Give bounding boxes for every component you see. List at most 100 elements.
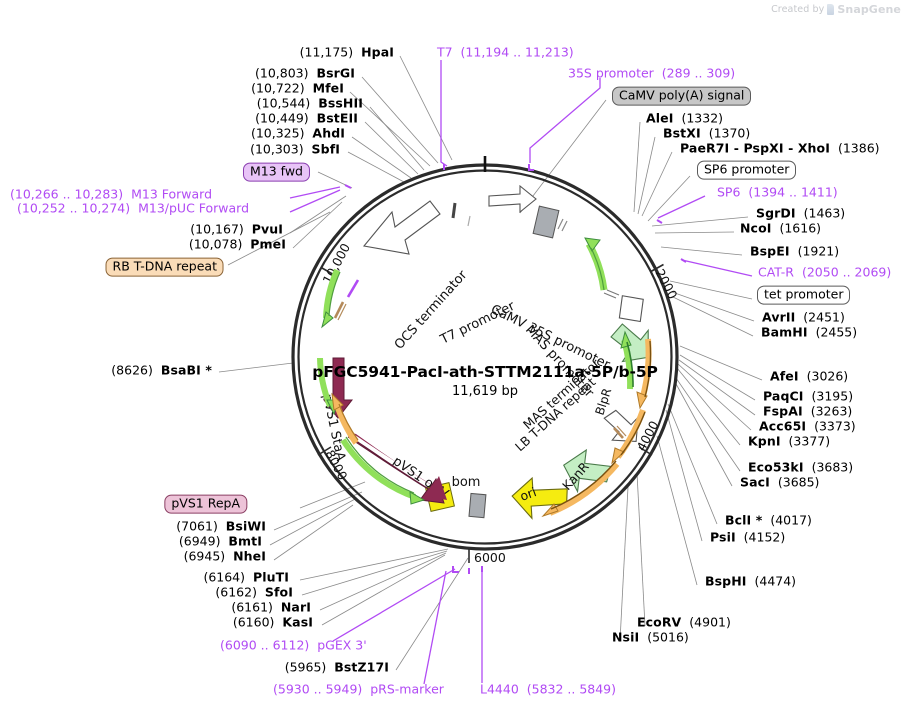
enzyme-label-nhei[interactable]: (6945) NheI	[184, 549, 266, 562]
feature-label-m13-fwd[interactable]: M13 fwd	[242, 162, 310, 182]
enzyme-label-pvui[interactable]: (10,167) PvuI	[190, 222, 283, 235]
enzyme-label-mfei[interactable]: (10,722) MfeI	[251, 81, 344, 94]
enzyme-name: BamHI	[761, 324, 808, 340]
enzyme-name: AfeI	[770, 368, 799, 384]
enzyme-label-ecorv[interactable]: EcoRV (4901)	[637, 615, 731, 628]
primer-leader-lines	[289, 60, 753, 685]
primer-range: (10,266 .. 10,283)	[10, 186, 124, 202]
plasmid-name: pFGC5941-PacI-ath-STTM2111a-5P/b-5P	[312, 363, 658, 381]
enzyme-name: BspHI	[705, 573, 747, 589]
enzyme-position: (2451)	[803, 309, 845, 325]
enzyme-name: BmtI	[228, 533, 262, 549]
enzyme-label-pmei[interactable]: (10,078) PmeI	[189, 237, 286, 250]
enzyme-label-bsiwi[interactable]: (7061) BsiWI	[176, 519, 266, 532]
primer-label-cat-r[interactable]: CAT-R (2050 .. 2069)	[758, 265, 891, 278]
enzyme-name: PaqCI	[763, 388, 804, 404]
enzyme-label-kpni[interactable]: KpnI (3377)	[748, 434, 830, 447]
primer-label-prs-marker[interactable]: (5930 .. 5949) pRS-marker	[273, 682, 444, 695]
enzyme-label-pluti[interactable]: (6164) PluTI	[203, 570, 289, 583]
enzyme-name: PmeI	[250, 236, 286, 252]
enzyme-label-bstz17i[interactable]: (5965) BstZ17I	[285, 660, 389, 673]
leader-lines	[218, 55, 763, 671]
plasmid-title-block: pFGC5941-PacI-ath-STTM2111a-5P/b-5P 11,6…	[312, 363, 658, 399]
enzyme-label-eco53ki[interactable]: Eco53kI (3683)	[748, 460, 853, 473]
enzyme-label-psii[interactable]: PsiI (4152)	[710, 530, 785, 543]
snapgene-watermark: Created by SnapGene	[771, 3, 901, 16]
primer-label-sp6[interactable]: SP6 (1394 .. 1411)	[717, 185, 838, 198]
enzyme-label-saci[interactable]: SacI (3685)	[740, 475, 819, 488]
enzyme-label-hpai[interactable]: (11,175) HpaI	[300, 45, 394, 58]
enzyme-label-paqci[interactable]: PaqCI (3195)	[763, 389, 853, 402]
primer-label-m13-forward[interactable]: (10,266 .. 10,283) M13 Forward	[10, 187, 212, 200]
enzyme-label-bsrgi[interactable]: (10,803) BsrGI	[255, 66, 355, 79]
feature-label-sp6-promoter[interactable]: SP6 promoter	[697, 160, 797, 180]
enzyme-name: BssHII	[318, 95, 363, 111]
plasmid-size: 11,619 bp	[451, 384, 519, 399]
enzyme-label-paer7i-pspxi-xhoi[interactable]: PaeR7I - PspXI - XhoI (1386)	[680, 141, 880, 154]
enzyme-label-acc65i[interactable]: Acc65I (3373)	[759, 419, 856, 432]
feature-label-pvs1-repa[interactable]: pVS1 RepA	[164, 494, 247, 514]
plasmid-backbone-inner	[297, 169, 673, 545]
enzyme-position: (1463)	[803, 205, 846, 221]
enzyme-name: BspEI	[750, 243, 790, 259]
enzyme-name: SbfI	[311, 141, 340, 157]
enzyme-label-bsphi[interactable]: BspHI (4474)	[705, 574, 796, 587]
enzyme-position: (8626)	[111, 362, 153, 378]
enzyme-position: (10,722)	[251, 80, 305, 96]
enzyme-label-bsabi[interactable]: (8626) BsaBI *	[111, 363, 212, 376]
primer-range: (10,252 .. 10,274)	[17, 200, 131, 216]
enzyme-position: (2455)	[815, 324, 858, 340]
enzyme-name: NarI	[280, 599, 311, 615]
primer-label-pgex-3prime[interactable]: (6090 .. 6112) pGEX 3'	[220, 638, 367, 651]
enzyme-label-avrii[interactable]: AvrII (2451)	[762, 310, 845, 323]
enzyme-label-nari[interactable]: (6161) NarI	[231, 600, 311, 613]
enzyme-name: BclI *	[725, 512, 763, 528]
enzyme-name: HpaI	[361, 44, 394, 60]
enzyme-name: SgrDI	[756, 205, 796, 221]
enzyme-label-bsteii[interactable]: (10,449) BstEII	[255, 111, 358, 124]
feature-label-tet-promoter[interactable]: tet promoter	[757, 285, 851, 305]
enzyme-position: (1386)	[837, 140, 880, 156]
primer-label-t7[interactable]: T7 (11,194 .. 11,213)	[437, 45, 574, 58]
enzyme-position: (10,803)	[255, 65, 309, 81]
feature-label-text: pVS1 RepA	[171, 495, 240, 511]
enzyme-label-sfoi[interactable]: (6162) SfoI	[215, 585, 293, 598]
primer-label-35s-promoter[interactable]: 35S promoter (289 .. 309)	[568, 66, 735, 79]
enzyme-label-afei[interactable]: AfeI (3026)	[770, 369, 848, 382]
enzyme-label-alei[interactable]: AleI (1332)	[646, 111, 723, 124]
enzyme-position: (7061)	[176, 518, 218, 534]
enzyme-name: BsaBI *	[160, 362, 212, 378]
primer-range: (289 .. 309)	[661, 65, 736, 81]
feature-ori: ori	[511, 476, 568, 520]
enzyme-label-bmti[interactable]: (6949) BmtI	[179, 534, 262, 547]
primer-label-m13-puc-forward[interactable]: (10,252 .. 10,274) M13/pUC Forward	[17, 201, 249, 214]
watermark-prefix: Created by	[771, 4, 825, 15]
primer-label-l4440[interactable]: L4440 (5832 .. 5849)	[480, 682, 616, 695]
enzyme-label-ahdi[interactable]: (10,325) AhdI	[251, 126, 345, 139]
enzyme-label-bsshii[interactable]: (10,544) BssHII	[257, 96, 363, 109]
feature-label-camv-polya-signal[interactable]: CaMV poly(A) signal	[612, 86, 752, 106]
primer-range: (6090 .. 6112)	[220, 637, 310, 653]
feature-label-rb-tdna-repeat[interactable]: RB T-DNA repeat	[105, 257, 224, 277]
enzyme-label-ncoi[interactable]: NcoI (1616)	[740, 221, 821, 234]
enzyme-name: MfeI	[312, 80, 344, 96]
enzyme-label-bcli[interactable]: BclI * (4017)	[725, 513, 812, 526]
enzyme-label-bspei[interactable]: BspEI (1921)	[750, 244, 839, 257]
primer-name: pRS-marker	[370, 681, 444, 697]
enzyme-position: (6160)	[232, 614, 275, 630]
watermark-brand: SnapGene	[837, 3, 901, 16]
feature-label-text: CaMV poly(A) signal	[619, 87, 745, 103]
enzyme-label-fspai[interactable]: FspAI (3263)	[763, 404, 852, 417]
enzyme-label-sgrdi[interactable]: SgrDI (1463)	[756, 206, 845, 219]
enzyme-position: (5016)	[647, 629, 689, 645]
feature-label-text: M13 fwd	[249, 163, 303, 179]
feature-bom: bom	[452, 475, 487, 519]
enzyme-label-bstxi[interactable]: BstXI (1370)	[663, 126, 750, 139]
feature-label-text: tet promoter	[764, 286, 844, 302]
enzyme-label-sbfi[interactable]: (10,303) SbfI	[250, 142, 340, 155]
enzyme-label-nsii[interactable]: NsiI (5016)	[612, 630, 689, 643]
enzyme-label-bamhi[interactable]: BamHI (2455)	[761, 325, 857, 338]
enzyme-label-kasi[interactable]: (6160) KasI	[233, 615, 313, 628]
enzyme-position: (1921)	[797, 243, 840, 259]
